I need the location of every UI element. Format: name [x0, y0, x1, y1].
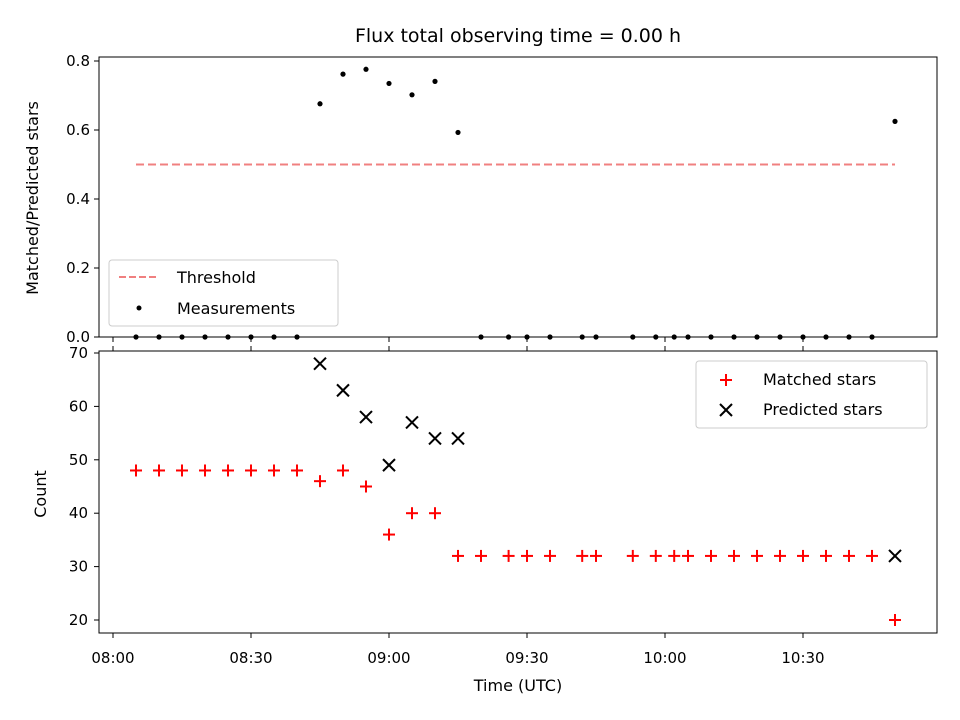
matched-star-point [728, 549, 740, 562]
predicted-star-point [428, 431, 442, 446]
bottom-y-tick-label: 50 [69, 451, 88, 469]
matched-star-point [843, 549, 855, 562]
matched-star-point [291, 464, 303, 477]
bottom-y-tick-label: 20 [69, 611, 88, 629]
matched-star-point [452, 549, 464, 562]
predicted-star-stroke [359, 410, 373, 424]
count-panel: Count Time (UTC) 20 30 40 50 60 70 08:00 08:30 0… [31, 344, 938, 695]
predicted-star-point [336, 383, 350, 398]
predicted-star-point [405, 415, 419, 430]
ratio-panel: Flux total observing time = 0.00 h Match… [23, 25, 938, 346]
matched-star-point [502, 549, 515, 562]
x-axis-label: Time (UTC) [473, 676, 562, 695]
threshold-legend-label: Threshold [176, 268, 256, 287]
top-ticks: 0.0 0.2 0.4 0.6 0.8 [66, 52, 804, 346]
matched-star-point [521, 549, 533, 562]
predicted-star-point [888, 549, 902, 563]
measurement-point [386, 80, 392, 87]
predicted-star-point [382, 458, 396, 472]
predicted-star-stroke [336, 383, 350, 398]
top-legend: Threshold Measurements [108, 259, 339, 327]
top-y-tick-label: 0.8 [66, 52, 90, 70]
top-y-tick-label: 0.0 [66, 328, 90, 346]
predicted-star-stroke [405, 415, 419, 430]
matched-star-point [866, 549, 878, 562]
bottom-y-tick-label: 60 [69, 397, 88, 415]
bottom-legend: Matched stars Predicted stars [695, 360, 928, 429]
matched-star-point [314, 475, 326, 488]
matched-star-point [544, 549, 556, 562]
matched-star-point [176, 464, 188, 477]
bottom-y-axis-label: Count [31, 470, 50, 518]
matched-star-point [199, 464, 211, 477]
x-tick-label: 10:00 [643, 649, 686, 667]
bottom-y-tick-label: 30 [69, 558, 88, 576]
matched-star-point [383, 528, 395, 541]
matched-star-point [360, 480, 372, 493]
top-legend-box [108, 259, 339, 327]
x-tick-label: 10:30 [781, 649, 824, 667]
matched-star-point [705, 549, 717, 562]
top-y-axis-label: Matched/Predicted stars [23, 101, 42, 295]
matched-star-point [429, 507, 441, 520]
matched-star-point [153, 464, 165, 477]
matched-star-point [222, 464, 234, 477]
matched-star-point [406, 507, 418, 520]
matched-star-point [820, 549, 832, 562]
matched-star-point [774, 549, 786, 562]
bottom-y-tick-label: 40 [69, 504, 88, 522]
top-y-tick-label: 0.6 [66, 121, 90, 139]
top-y-tick-label: 0.2 [66, 259, 90, 277]
x-tick-label: 09:00 [367, 649, 410, 667]
matched-star-point [889, 614, 901, 626]
bottom-legend-box [695, 360, 928, 429]
x-tick-label: 09:30 [505, 649, 548, 667]
predicted-star-stroke [382, 458, 396, 472]
bottom-y-tick-label: 70 [69, 344, 88, 362]
bottom-axes-frame [98, 350, 938, 634]
top-y-tick-label: 0.4 [66, 190, 90, 208]
matched-star-point [797, 549, 809, 562]
predicted-star-stroke [428, 431, 442, 446]
matched-star-point [130, 464, 142, 477]
chart-title: Flux total observing time = 0.00 h [355, 25, 681, 47]
top-axes-frame [98, 56, 938, 338]
matched-legend-swatch [720, 374, 732, 386]
matched-star-point [475, 549, 487, 562]
predicted-legend-label: Predicted stars [763, 400, 883, 419]
measurement-point [317, 101, 323, 107]
predicted-star-stroke [313, 356, 327, 371]
matched-star-point [245, 464, 257, 477]
measurements-legend-label: Measurements [177, 299, 295, 318]
bottom-plot-marks [130, 356, 902, 626]
matched-star-point [682, 549, 694, 562]
measurements-legend-swatch [136, 305, 142, 311]
x-tick-label: 08:00 [91, 649, 134, 667]
predicted-star-point [313, 356, 327, 371]
matched-star-point [751, 549, 763, 562]
matched-star-point [576, 549, 589, 562]
x-tick-label: 08:30 [229, 649, 272, 667]
matched-star-point [590, 549, 602, 562]
measurement-point [409, 92, 415, 98]
matched-star-point [649, 549, 662, 562]
bottom-ticks: 20 30 40 50 60 70 08:00 08:30 09:00 09:30 10:00 10:… [69, 344, 825, 667]
measurement-point [432, 78, 438, 84]
predicted-star-point [451, 431, 465, 446]
predicted-legend-swatch [719, 403, 733, 417]
matched-star-point [668, 549, 681, 562]
matched-legend-label: Matched stars [763, 370, 876, 389]
predicted-star-point [359, 410, 373, 424]
matched-star-point [268, 464, 280, 477]
matched-star-point [626, 549, 639, 562]
predicted-star-stroke [451, 431, 465, 446]
predicted-star-stroke [888, 549, 902, 563]
measurement-point [455, 129, 461, 136]
measurement-point [340, 71, 346, 77]
matched-star-point [337, 464, 349, 477]
measurement-point [892, 118, 898, 124]
measurement-point [363, 66, 369, 72]
